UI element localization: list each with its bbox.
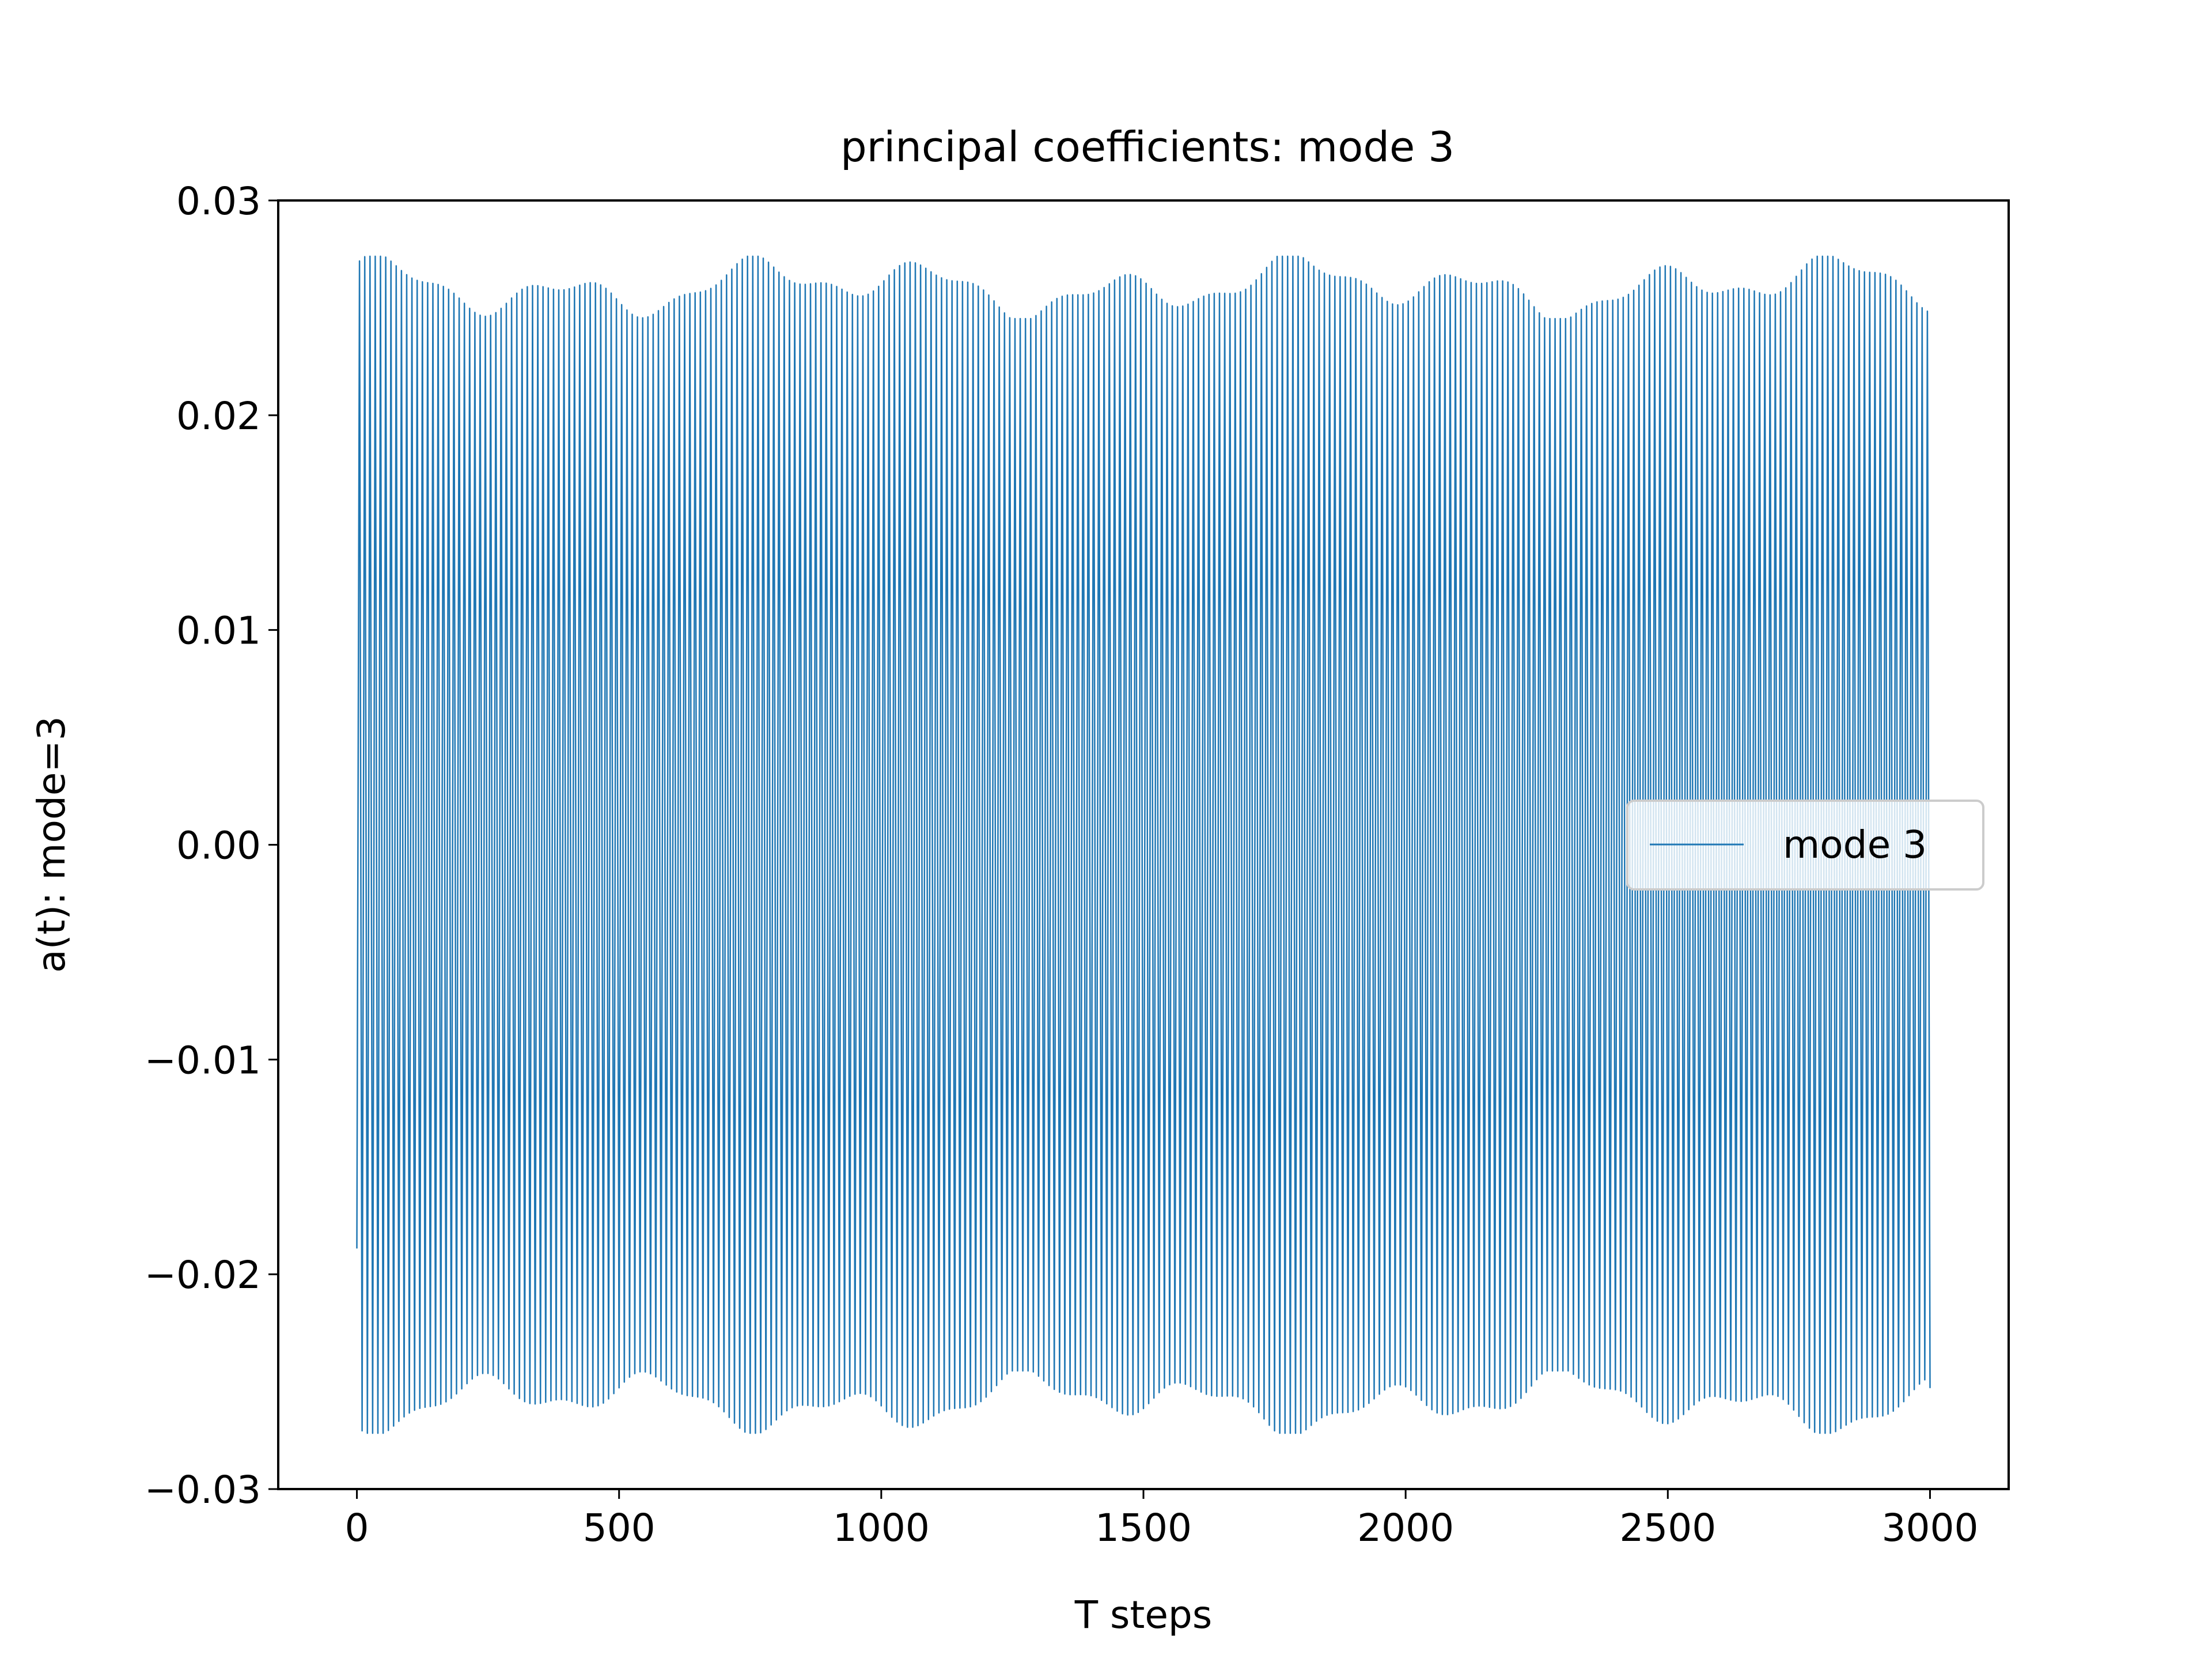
y-tick-label: −0.02 [145, 1253, 261, 1297]
x-tick-label: 0 [345, 1506, 369, 1550]
x-tick-label: 500 [583, 1506, 656, 1550]
legend-entry-label: mode 3 [1783, 823, 1927, 867]
legend-box [1626, 800, 1984, 891]
x-tick-label: 2000 [1357, 1506, 1454, 1550]
y-tick-label: 0.00 [176, 824, 261, 868]
legend: mode 3 [1626, 800, 1984, 891]
y-tick-label: 0.02 [176, 394, 261, 438]
x-axis: 0 500 1000 1500 2000 2500 3000 [345, 1489, 1978, 1550]
x-axis-label: T steps [1074, 1593, 1212, 1637]
y-axis: 0.03 0.02 0.01 0.00 −0.01 −0.02 −0.03 [145, 179, 278, 1512]
chart-title: principal coefficients: mode 3 [840, 123, 1455, 171]
series-layer [356, 255, 1931, 1434]
y-tick-label: 0.03 [176, 179, 261, 224]
x-tick-label: 3000 [1881, 1506, 1978, 1550]
y-tick-label: −0.01 [145, 1038, 261, 1082]
x-tick-label: 1000 [833, 1506, 930, 1550]
series-line-mode-3 [356, 255, 1931, 1434]
x-tick-label: 2500 [1619, 1506, 1716, 1550]
y-tick-label: −0.03 [145, 1468, 261, 1512]
y-axis-label: a(t): mode=3 [29, 716, 74, 973]
y-tick-label: 0.01 [176, 609, 261, 653]
x-tick-label: 1500 [1095, 1506, 1192, 1550]
